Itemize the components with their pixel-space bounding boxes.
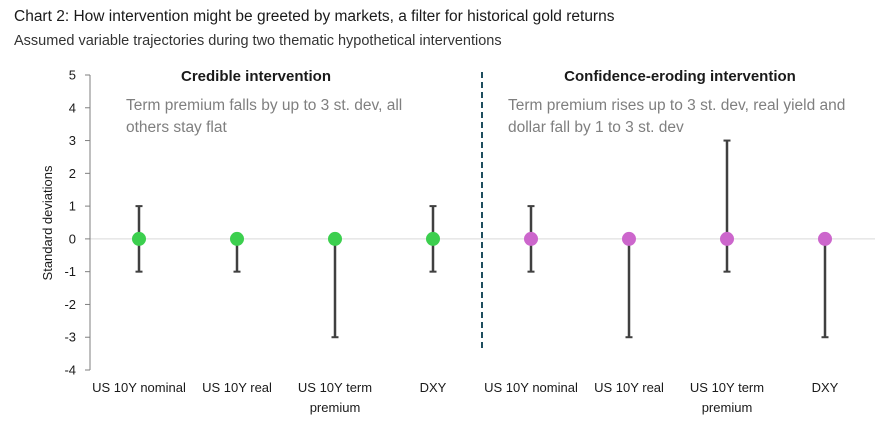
- x-tick-label: premium: [702, 400, 753, 415]
- y-tick-label: 4: [69, 100, 76, 115]
- data-point: [720, 231, 734, 246]
- panel-heading: Confidence-eroding intervention: [564, 68, 796, 85]
- x-tick-label: DXY: [420, 380, 447, 395]
- panel-annotation: others stay flat: [126, 119, 227, 136]
- chart-subtitle: Assumed variable trajectories during two…: [14, 33, 502, 49]
- y-tick-label: -3: [64, 330, 76, 345]
- y-tick-label: 1: [69, 199, 76, 214]
- x-tick-label: US 10Y nominal: [92, 380, 186, 395]
- x-tick-label: US 10Y nominal: [484, 380, 578, 395]
- x-tick-label: premium: [310, 400, 361, 415]
- panel-annotation: Term premium rises up to 3 st. dev, real…: [508, 97, 845, 114]
- panel-annotation: dollar fall by 1 to 3 st. dev: [508, 119, 684, 136]
- data-point: [230, 231, 244, 246]
- panel-heading: Credible intervention: [181, 68, 331, 85]
- data-point: [622, 231, 636, 246]
- y-tick-label: 3: [69, 133, 76, 148]
- data-point: [524, 231, 538, 246]
- y-tick-label: 2: [69, 166, 76, 181]
- data-point: [426, 231, 440, 246]
- data-point: [818, 231, 832, 246]
- y-axis-label: Standard deviations: [40, 165, 55, 280]
- y-tick-label: -2: [64, 297, 76, 312]
- x-tick-label: DXY: [812, 380, 839, 395]
- data-point: [328, 231, 342, 246]
- data-point: [132, 231, 146, 246]
- y-tick-label: 0: [69, 231, 76, 246]
- x-tick-label: US 10Y term: [690, 380, 764, 395]
- x-tick-label: US 10Y real: [202, 380, 272, 395]
- panel-annotation: Term premium falls by up to 3 st. dev, a…: [126, 97, 402, 114]
- y-tick-label: 5: [69, 68, 76, 83]
- y-tick-label: -1: [64, 264, 76, 279]
- x-tick-label: US 10Y term: [298, 380, 372, 395]
- y-tick-label: -4: [64, 363, 76, 378]
- chart-title: Chart 2: How intervention might be greet…: [14, 8, 615, 25]
- x-tick-label: US 10Y real: [594, 380, 664, 395]
